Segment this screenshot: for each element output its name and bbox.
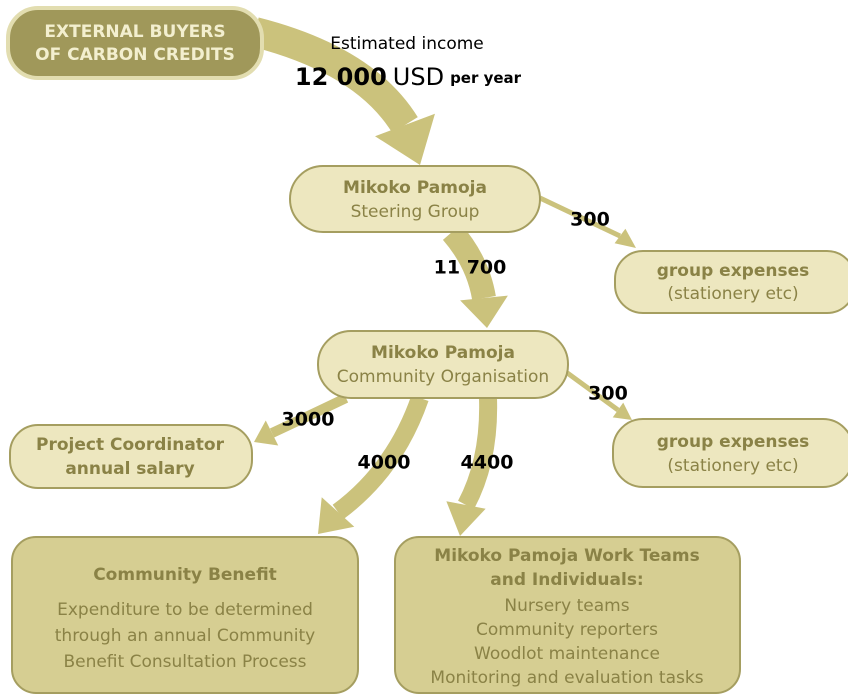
node-text: Mikoko Pamoja (371, 343, 515, 363)
flow-arrow (254, 420, 279, 446)
steering-node (289, 165, 541, 233)
node-text: group expenses (657, 432, 810, 452)
benefit-node (11, 536, 359, 694)
arrows (251, 17, 636, 536)
flow-arrow (538, 195, 622, 239)
node-text: Woodlot maintenance (474, 644, 660, 664)
external-node (6, 6, 264, 80)
node-title: Mikoko Pamoja Work Teams (434, 546, 699, 566)
flow-arrow (460, 295, 508, 328)
income-value: 12 000 (295, 63, 387, 91)
coordinator-node (9, 424, 253, 489)
organisation-node (317, 330, 569, 399)
node-text: through an annual Community (55, 626, 315, 646)
expense-node (612, 418, 848, 488)
flow-label: 300 (570, 209, 610, 231)
income-unit: USD (393, 63, 444, 91)
expense-node (614, 250, 848, 314)
flow-arrow (614, 228, 636, 248)
flow-arrow (375, 113, 435, 165)
node-text: Monitoring and evaluation tasks (430, 668, 703, 688)
node-title: Community Benefit (93, 565, 277, 585)
teams-node (394, 536, 741, 694)
flow-label: 4000 (358, 452, 411, 474)
node-text: EXTERNAL BUYERS (44, 22, 225, 42)
income-period: per year (450, 69, 522, 87)
node-text: Steering Group (351, 202, 480, 222)
node-text: OF CARBON CREDITS (35, 45, 235, 65)
income: 12 000 USD per year (295, 63, 522, 91)
node-text: (stationery etc) (667, 456, 798, 476)
node-text: Nursery teams (504, 596, 629, 616)
node-text: annual salary (65, 459, 194, 479)
flow-arrow (442, 224, 496, 301)
node-title: and Individuals: (490, 570, 643, 590)
flow-label: 11 700 (434, 257, 507, 279)
flow-arrow (564, 369, 620, 413)
flow-arrow (318, 497, 355, 534)
flow-arrow (332, 395, 429, 520)
flow-label: 300 (588, 383, 628, 405)
node-text: Benefit Consultation Process (63, 652, 306, 672)
node-text: Expenditure to be determined (57, 600, 313, 620)
node-text: Community Organisation (337, 367, 549, 387)
income-label: Estimated income (330, 34, 484, 54)
flow-label: 3000 (282, 409, 335, 431)
node-text: Mikoko Pamoja (343, 178, 487, 198)
flow-arrow (612, 402, 632, 420)
node-text: group expenses (657, 261, 810, 281)
node-text: Project Coordinator (36, 435, 225, 455)
node-text: (stationery etc) (667, 284, 798, 304)
node-text: Community reporters (476, 620, 658, 640)
flow-arrow (446, 501, 486, 536)
flow-arrow (251, 17, 418, 134)
flow-arrow (457, 397, 498, 510)
flow-arrow (269, 393, 349, 438)
flow-label: 4400 (461, 452, 514, 474)
